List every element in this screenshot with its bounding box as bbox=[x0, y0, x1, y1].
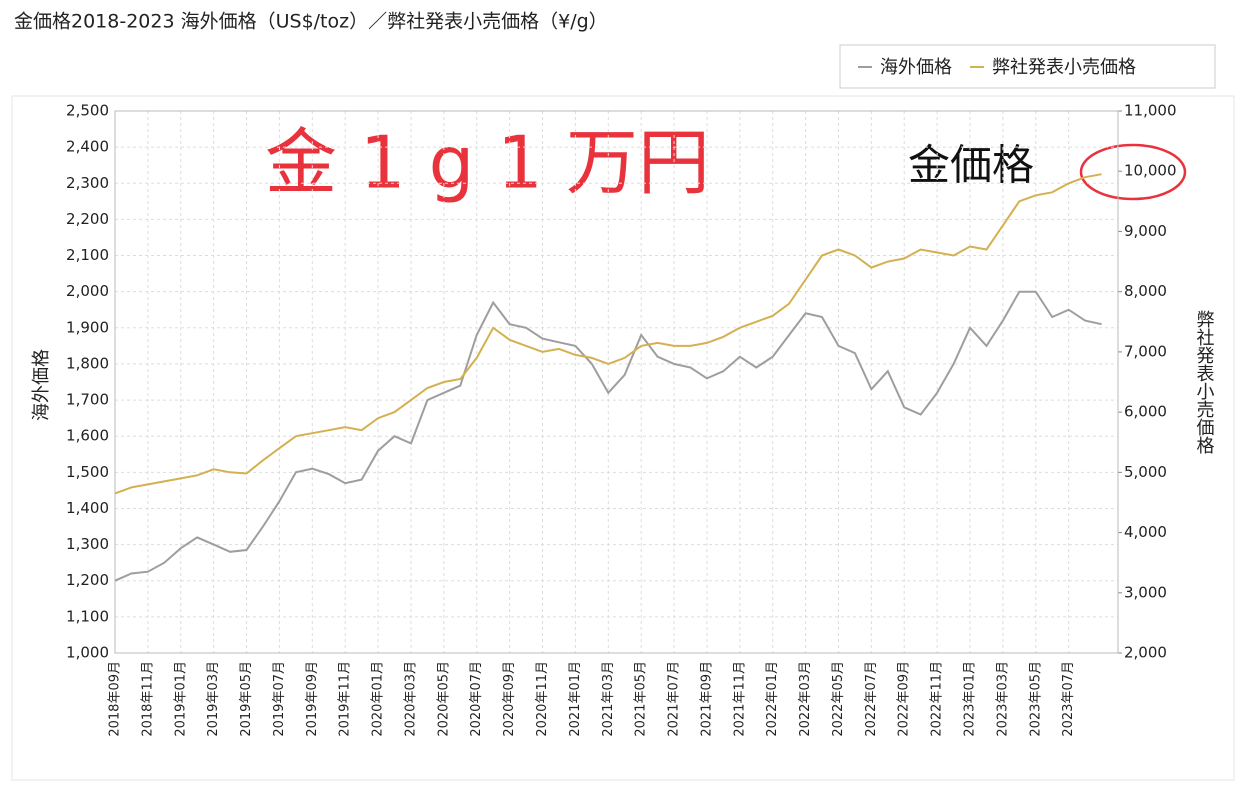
chart-title: 金価格2018-2023 海外価格（US$/toz）／弊社発表小売価格（¥/g） bbox=[14, 11, 608, 33]
x-tick-label: 2023年01月 bbox=[963, 661, 978, 737]
x-tick-label: 2020年11月 bbox=[535, 661, 550, 737]
x-tick-label: 2021年11月 bbox=[732, 661, 747, 737]
y2-tick-label: 6,000 bbox=[1124, 403, 1167, 421]
x-tick-label: 2022年11月 bbox=[930, 661, 945, 737]
plot-border bbox=[114, 110, 1119, 654]
y-tick-label: 1,000 bbox=[66, 644, 109, 662]
y2-tick-label: 2,000 bbox=[1124, 644, 1167, 662]
y-tick-label: 1,200 bbox=[66, 571, 109, 589]
y2-tick-label: 7,000 bbox=[1124, 342, 1167, 360]
x-tick-label: 2023年03月 bbox=[995, 661, 1010, 737]
x-tick-label: 2022年07月 bbox=[864, 661, 879, 737]
y-tick-label: 1,100 bbox=[66, 607, 109, 625]
x-tick-label: 2021年07月 bbox=[667, 661, 682, 737]
x-tick-label: 2022年09月 bbox=[897, 661, 912, 737]
y-tick-label: 1,700 bbox=[66, 391, 109, 409]
highlight-ellipse bbox=[1079, 143, 1187, 201]
x-tick-label: 2018年11月 bbox=[140, 661, 155, 737]
legend-label: 弊社発表小売価格 bbox=[992, 57, 1136, 78]
series-line bbox=[114, 290, 1102, 582]
x-tick-label: 2023年07月 bbox=[1061, 661, 1076, 737]
y2-tick-label: 9,000 bbox=[1124, 222, 1167, 240]
y-tick-label: 1,800 bbox=[66, 354, 109, 372]
x-tick-label: 2019年01月 bbox=[173, 661, 188, 737]
x-tick-label: 2020年01月 bbox=[371, 661, 386, 737]
annotation: 金 1 g 1 万円 bbox=[265, 121, 710, 205]
x-tick-label: 2021年05月 bbox=[634, 661, 649, 737]
y2-tick-label: 5,000 bbox=[1124, 463, 1167, 481]
y-tick-label: 1,300 bbox=[66, 535, 109, 553]
y-tick-label: 1,900 bbox=[66, 318, 109, 336]
y-tick-label: 1,500 bbox=[66, 463, 109, 481]
x-tick-label: 2020年03月 bbox=[403, 661, 418, 737]
x-tick-label: 2022年05月 bbox=[831, 661, 846, 737]
x-tick-label: 2020年09月 bbox=[502, 661, 517, 737]
x-tick-label: 2019年09月 bbox=[305, 661, 320, 737]
y-tick-label: 2,000 bbox=[66, 282, 109, 300]
y2-axis-title: 弊社発表小売価格 bbox=[1194, 310, 1215, 454]
legend-box bbox=[839, 44, 1216, 89]
x-tick-label: 2023年05月 bbox=[1028, 661, 1043, 737]
y2-tick-label: 3,000 bbox=[1124, 583, 1167, 601]
x-tick-label: 2020年07月 bbox=[469, 661, 484, 737]
y-tick-label: 1,600 bbox=[66, 427, 109, 445]
y-tick-label: 2,500 bbox=[66, 102, 109, 120]
x-tick-label: 2019年05月 bbox=[239, 661, 254, 737]
series-line bbox=[114, 173, 1102, 495]
x-tick-label: 2019年03月 bbox=[206, 661, 221, 737]
y-axis-title: 海外価格 bbox=[31, 349, 52, 421]
y-tick-label: 2,100 bbox=[66, 246, 109, 264]
y2-tick-label: 8,000 bbox=[1124, 282, 1167, 300]
y-tick-label: 2,300 bbox=[66, 174, 109, 192]
y2-tick-label: 10,000 bbox=[1124, 162, 1177, 180]
y-tick-label: 2,200 bbox=[66, 210, 109, 228]
y2-tick-label: 4,000 bbox=[1124, 523, 1167, 541]
x-tick-label: 2021年03月 bbox=[601, 661, 616, 737]
x-tick-label: 2022年03月 bbox=[798, 661, 813, 737]
annotation: 金価格 bbox=[908, 141, 1034, 190]
x-tick-label: 2021年01月 bbox=[568, 661, 583, 737]
y-tick-label: 2,400 bbox=[66, 138, 109, 156]
x-tick-label: 2019年07月 bbox=[272, 661, 287, 737]
y2-tick-label: 11,000 bbox=[1124, 102, 1177, 120]
x-tick-label: 2022年01月 bbox=[765, 661, 780, 737]
x-tick-label: 2019年11月 bbox=[338, 661, 353, 737]
legend-label: 海外価格 bbox=[880, 57, 952, 78]
y-tick-label: 1,400 bbox=[66, 499, 109, 517]
x-tick-label: 2021年09月 bbox=[699, 661, 714, 737]
frame bbox=[11, 95, 1235, 781]
x-tick-label: 2020年05月 bbox=[436, 661, 451, 737]
x-tick-label: 2018年09月 bbox=[108, 661, 123, 737]
